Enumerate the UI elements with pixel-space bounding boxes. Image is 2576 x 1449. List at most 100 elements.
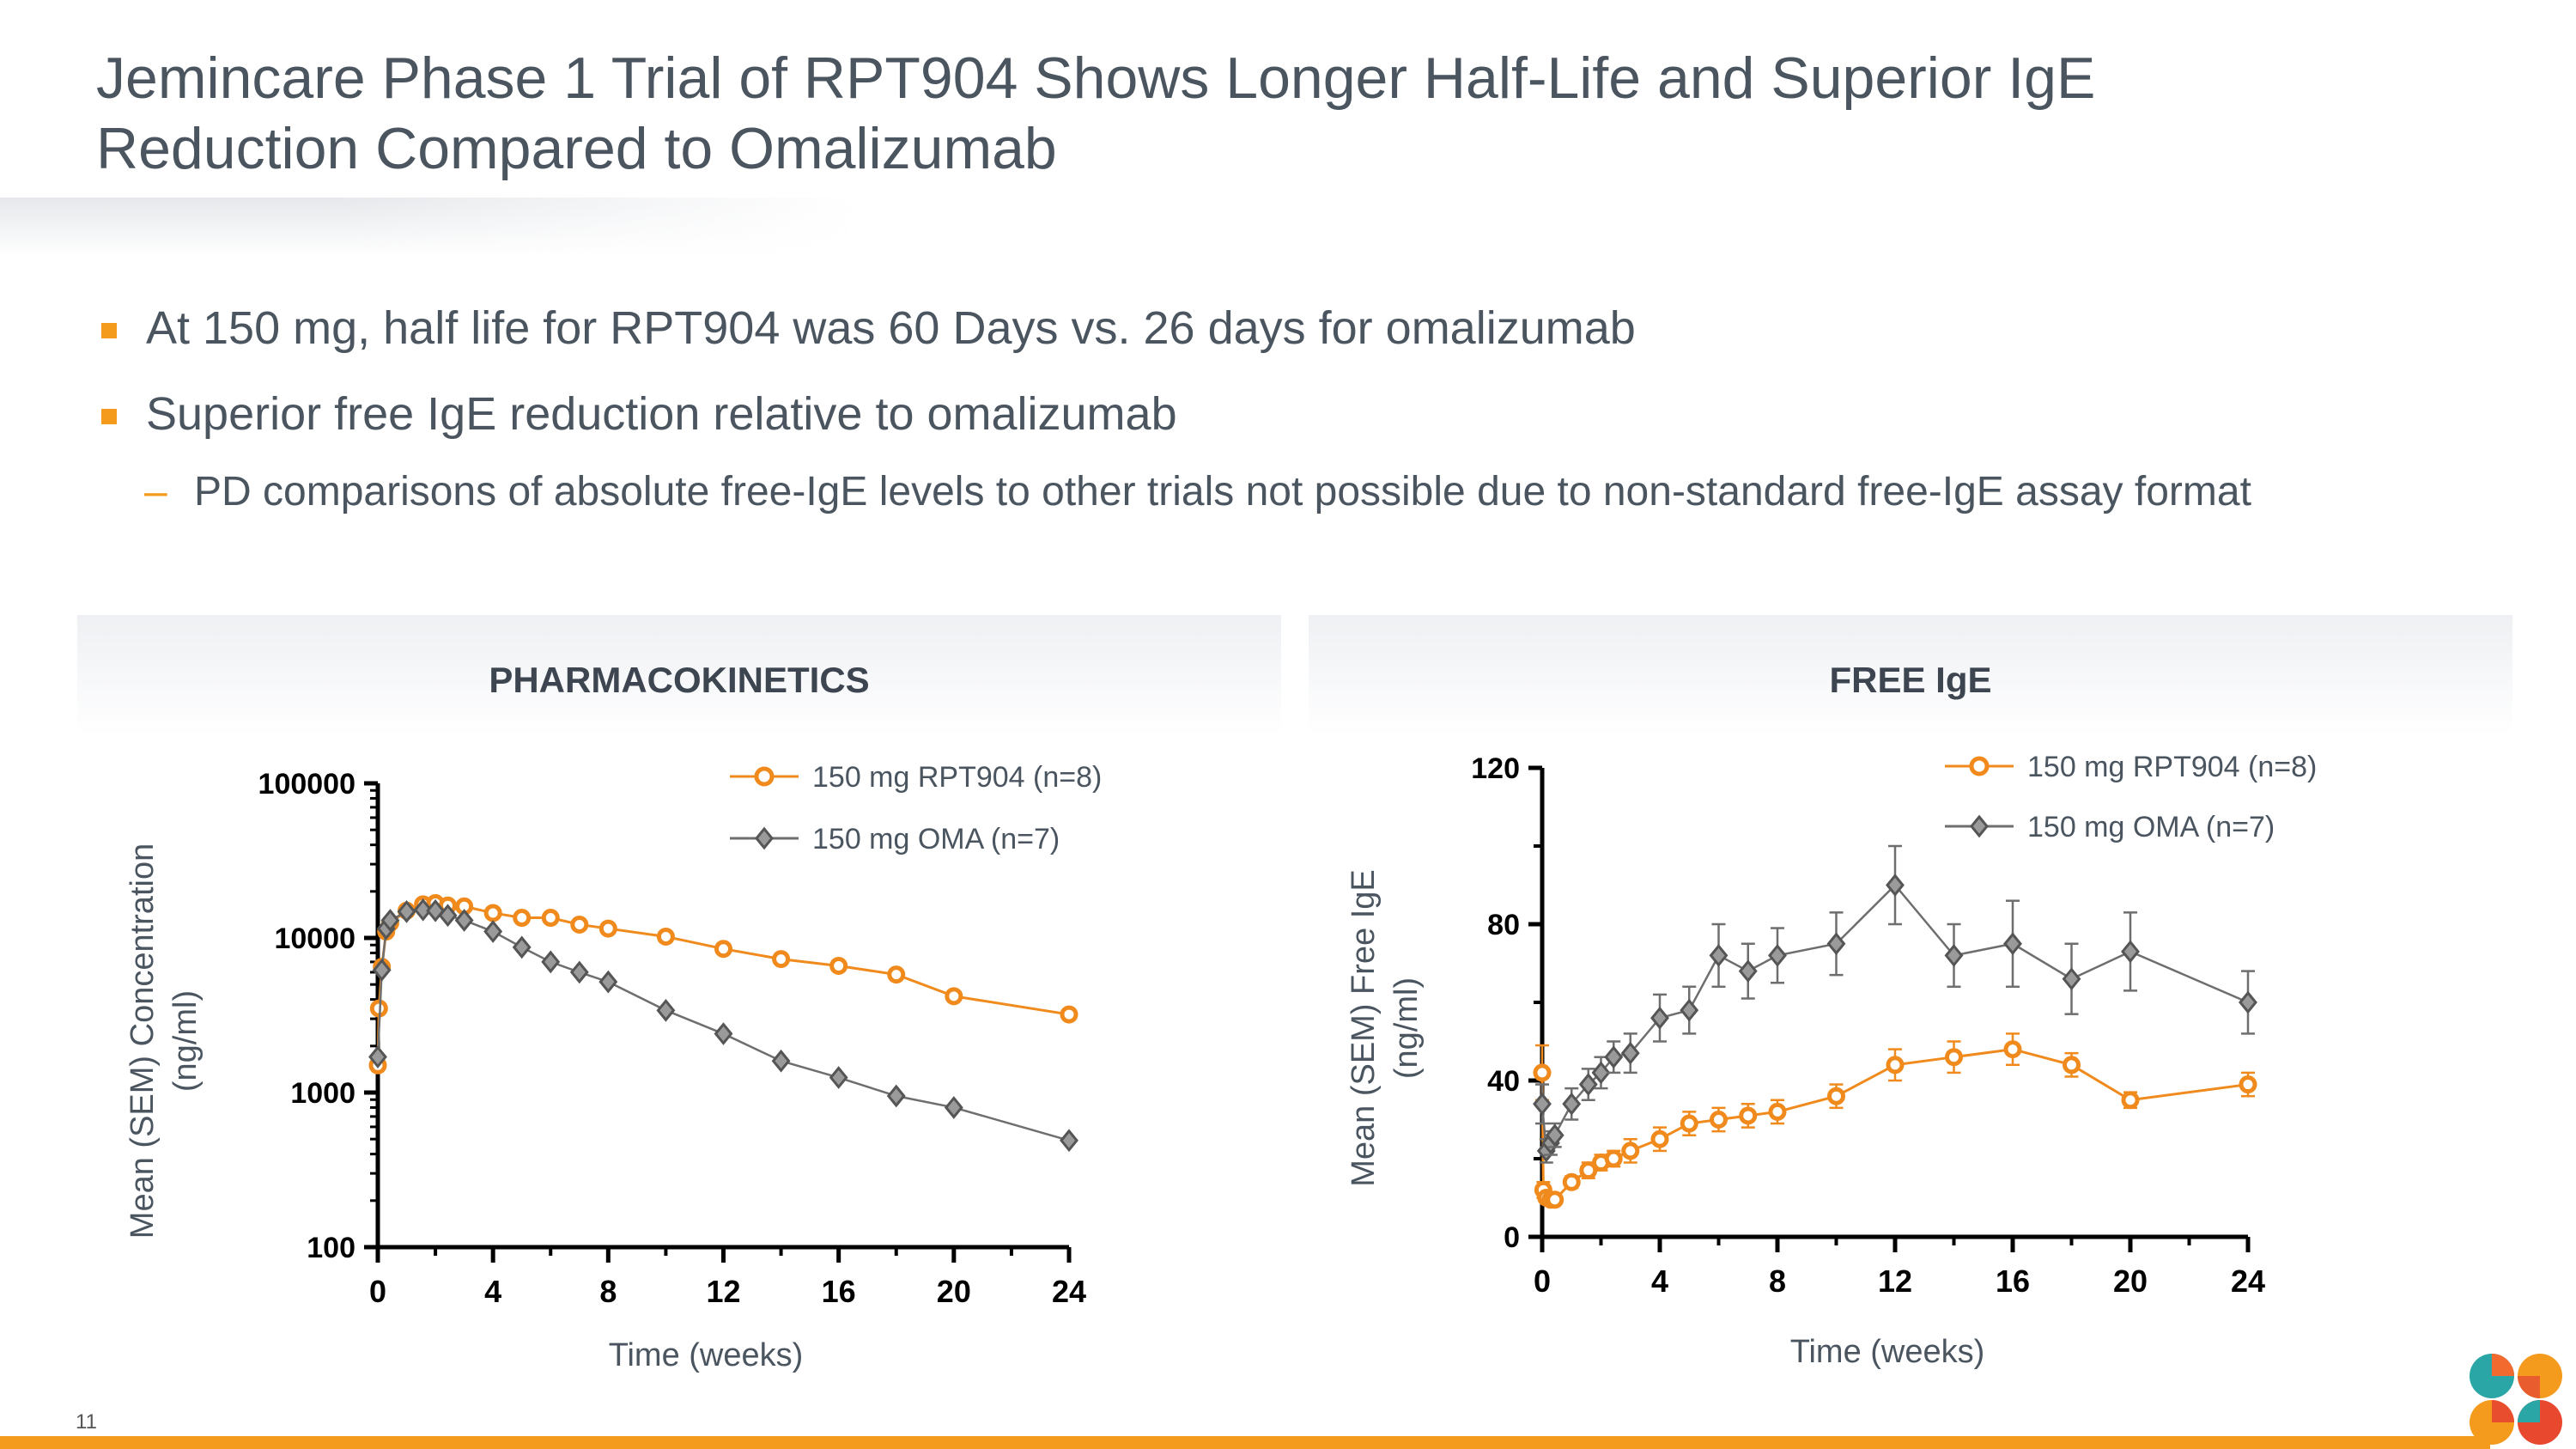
pk-data-point bbox=[945, 987, 963, 1006]
pk-x-tick-label: 20 bbox=[937, 1274, 971, 1309]
bullet-item: Superior free IgE reduction relative to … bbox=[94, 387, 2499, 441]
pk-data-point bbox=[772, 950, 791, 969]
ige-x-tick-label: 4 bbox=[1651, 1263, 1668, 1299]
ige-legend-label: 150 mg RPT904 (n=8) bbox=[2027, 751, 2317, 783]
pk-legend-marker bbox=[755, 826, 774, 850]
pk-legend-marker bbox=[754, 766, 775, 787]
pk-panel-header: PHARMACOKINETICS bbox=[77, 615, 1281, 735]
ige-data-point bbox=[2003, 1040, 2022, 1059]
ige-data-point bbox=[1827, 1087, 1845, 1105]
page-title: Jemincare Phase 1 Trial of RPT904 Shows … bbox=[96, 43, 2415, 184]
ige-x-tick-label: 20 bbox=[2113, 1263, 2148, 1299]
dash-icon: – bbox=[144, 469, 167, 514]
ige-x-tick-label: 16 bbox=[1996, 1263, 2030, 1299]
pk-data-point bbox=[829, 1066, 848, 1089]
ige-x-tick-label: 8 bbox=[1769, 1263, 1786, 1299]
ige-data-point bbox=[2121, 940, 2140, 964]
pk-panel-title: PHARMACOKINETICS bbox=[489, 660, 870, 700]
pk-y-axis-label: (ng/ml) bbox=[167, 990, 204, 1092]
ige-data-point bbox=[1562, 1172, 1581, 1191]
ige-data-point bbox=[1709, 944, 1728, 967]
ige-data-point bbox=[1739, 1106, 1758, 1125]
ige-y-tick-label: 80 bbox=[1487, 909, 1520, 941]
sub-bullet-text: PD comparisons of absolute free-IgE leve… bbox=[194, 469, 2251, 514]
pk-data-point bbox=[598, 919, 617, 938]
ige-data-point bbox=[1591, 1061, 1611, 1085]
pk-data-point bbox=[656, 927, 675, 946]
ige-data-point bbox=[1545, 1123, 1564, 1148]
pk-y-tick-label: 10000 bbox=[274, 922, 355, 955]
company-logo-icon bbox=[2470, 1354, 2562, 1445]
title-line-1: Jemincare Phase 1 Trial of RPT904 Shows … bbox=[96, 46, 2096, 111]
pk-x-tick-label: 12 bbox=[706, 1274, 740, 1309]
ige-data-point bbox=[1886, 874, 1905, 897]
ige-data-point bbox=[1578, 1073, 1598, 1096]
ige-panel-title: FREE IgE bbox=[1829, 660, 1992, 700]
pk-data-point bbox=[368, 1045, 387, 1068]
pk-y-tick-label: 100 bbox=[307, 1232, 355, 1264]
bullet-list: At 150 mg, half life for RPT904 was 60 D… bbox=[94, 301, 2499, 517]
pk-data-point bbox=[413, 898, 433, 922]
bullet-square-icon bbox=[101, 409, 117, 424]
ige-data-point bbox=[1604, 1149, 1623, 1168]
ige-legend-marker bbox=[1969, 756, 1990, 776]
pk-data-point bbox=[483, 904, 502, 922]
pk-data-point bbox=[397, 899, 416, 923]
ige-data-point bbox=[2003, 932, 2022, 956]
bullet-text: Superior free IgE reduction relative to … bbox=[146, 388, 1177, 440]
ige-data-point bbox=[1546, 1190, 1564, 1209]
page-number: 11 bbox=[76, 1410, 97, 1434]
pk-y-tick-label: 100000 bbox=[258, 768, 355, 801]
pk-x-tick-label: 24 bbox=[1052, 1274, 1086, 1309]
pk-data-point bbox=[513, 909, 532, 928]
ige-data-point bbox=[2239, 1075, 2257, 1094]
bullet-square-icon bbox=[101, 323, 117, 338]
ige-data-point bbox=[1945, 1048, 1963, 1067]
pk-x-tick-label: 4 bbox=[484, 1274, 501, 1309]
ige-data-point bbox=[1886, 1056, 1905, 1075]
ige-y-tick-label: 40 bbox=[1487, 1065, 1520, 1098]
ige-data-point bbox=[1650, 1129, 1669, 1148]
ige-data-point bbox=[1738, 959, 1758, 983]
ige-data-point bbox=[1680, 1114, 1698, 1133]
ige-legend-marker bbox=[1970, 814, 1989, 838]
ige-data-point bbox=[1533, 1092, 1552, 1116]
pk-legend-label: 150 mg RPT904 (n=8) bbox=[812, 761, 1102, 794]
ige-data-point bbox=[1826, 932, 1846, 956]
ige-data-point bbox=[1768, 944, 1787, 967]
ige-data-point bbox=[1620, 1041, 1640, 1065]
ige-data-point bbox=[1621, 1142, 1640, 1160]
ige-y-axis-label: (ng/ml) bbox=[1388, 977, 1425, 1079]
ige-y-axis-label: Mean (SEM) Free IgE bbox=[1346, 869, 1382, 1187]
ige-data-point bbox=[1710, 1111, 1728, 1129]
pk-data-point bbox=[944, 1096, 963, 1119]
pk-data-point bbox=[454, 909, 474, 932]
ige-data-point bbox=[1650, 1006, 1669, 1030]
pk-data-point bbox=[656, 998, 676, 1022]
ige-legend-label: 150 mg OMA (n=7) bbox=[2027, 811, 2275, 843]
pk-data-point bbox=[771, 1049, 791, 1073]
bullet-item: At 150 mg, half life for RPT904 was 60 D… bbox=[94, 301, 2499, 356]
pk-x-axis-label: Time (weeks) bbox=[609, 1337, 804, 1373]
pk-data-point bbox=[887, 965, 906, 984]
pk-data-point bbox=[829, 956, 848, 975]
sub-bullet-item: – PD comparisons of absolute free-IgE le… bbox=[94, 467, 2499, 517]
ige-data-point bbox=[2239, 990, 2257, 1014]
pk-x-tick-label: 0 bbox=[369, 1274, 386, 1309]
ige-data-point bbox=[1768, 1102, 1787, 1121]
ige-x-tick-label: 12 bbox=[1878, 1263, 1912, 1299]
ige-x-tick-label: 24 bbox=[2231, 1263, 2265, 1299]
ige-y-tick-label: 0 bbox=[1504, 1221, 1520, 1254]
pk-data-point bbox=[372, 959, 392, 982]
ige-data-point bbox=[1944, 944, 1964, 967]
pk-data-point bbox=[714, 940, 732, 959]
pk-data-point bbox=[380, 909, 400, 932]
ige-data-point bbox=[1533, 1063, 1552, 1082]
pk-data-point bbox=[541, 950, 561, 974]
ige-data-point bbox=[1604, 1045, 1624, 1069]
ige-data-point bbox=[1680, 998, 1699, 1022]
ige-x-axis-label: Time (weeks) bbox=[1790, 1334, 1985, 1370]
pk-legend-label: 150 mg OMA (n=7) bbox=[812, 823, 1060, 855]
pk-x-tick-label: 16 bbox=[822, 1274, 856, 1309]
pk-y-axis-label: Mean (SEM) Concentration bbox=[125, 843, 161, 1239]
